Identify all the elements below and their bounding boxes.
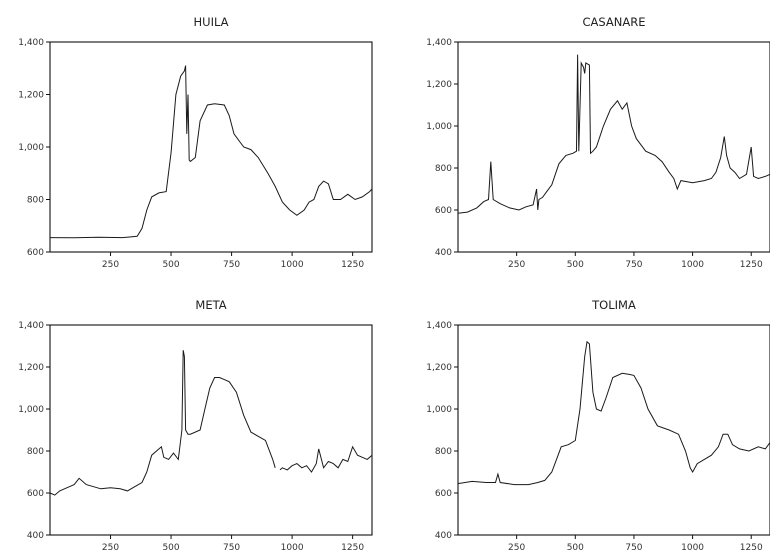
y-tick-label: 1,200 [426, 363, 452, 373]
y-tick-label: 1,400 [18, 38, 44, 48]
x-tick-label: 1000 [281, 543, 304, 553]
y-tick-label: 600 [435, 489, 452, 499]
y-tick-label: 800 [27, 447, 44, 457]
y-tick-label: 1,000 [18, 143, 44, 153]
y-tick-label: 400 [27, 531, 44, 541]
y-tick-label: 1,200 [426, 80, 452, 90]
y-tick-label: 1,400 [18, 321, 44, 331]
series-line-casanare [457, 54, 770, 214]
y-tick-label: 1,200 [18, 91, 44, 101]
y-tick-label: 1,400 [426, 38, 452, 48]
y-tick-label: 1,000 [18, 405, 44, 415]
x-tick-label: 500 [162, 260, 179, 270]
x-tick-label: 500 [162, 543, 179, 553]
x-tick-label: 1250 [341, 543, 364, 553]
x-tick-label: 500 [567, 260, 584, 270]
x-tick-label: 1000 [681, 260, 704, 270]
x-tick-label: 250 [508, 543, 525, 553]
x-tick-label: 250 [102, 543, 119, 553]
y-tick-label: 600 [27, 248, 44, 258]
y-tick-label: 1,000 [426, 122, 452, 132]
chart-panel-huila: HUILA 600 800 1,000 1,200 1,400 250 500 750 1000 1… [18, 15, 373, 270]
chart-panel-meta: META 400 600 800 1,000 1,200 1,400 250 500 750 100… [18, 298, 373, 553]
x-tick-label: 750 [625, 260, 642, 270]
chart-panel-casanare: CASANARE 400 600 800 1,000 1,200 1,400 250 500 75… [426, 15, 770, 270]
y-tick-label: 400 [435, 248, 452, 258]
chart-panel-tolima: TOLIMA 400 600 800 1,000 1,200 1,400 250 500 750 1… [426, 298, 770, 553]
y-tick-label: 400 [435, 531, 452, 541]
chart-title: TOLIMA [591, 298, 636, 312]
x-tick-label: 250 [508, 260, 525, 270]
x-tick-label: 1250 [740, 260, 763, 270]
y-tick-label: 800 [27, 196, 44, 206]
x-tick-label: 1250 [740, 543, 763, 553]
y-tick-label: 1,200 [18, 363, 44, 373]
plot-frame [457, 41, 770, 253]
plot-frame [49, 324, 373, 536]
x-tick-label: 250 [102, 260, 119, 270]
x-tick-label: 750 [625, 543, 642, 553]
y-tick-label: 1,400 [426, 321, 452, 331]
y-tick-label: 1,000 [426, 405, 452, 415]
plot-frame [457, 324, 770, 536]
series-line-meta [49, 350, 373, 496]
x-tick-label: 1250 [341, 260, 364, 270]
x-tick-label: 750 [223, 260, 240, 270]
y-tick-label: 800 [435, 447, 452, 457]
chart-title: META [195, 298, 226, 312]
series-line-huila [49, 65, 373, 239]
chart-title: HUILA [194, 15, 229, 29]
y-tick-label: 600 [435, 206, 452, 216]
y-tick-label: 600 [27, 489, 44, 499]
plot-frame [49, 41, 373, 253]
x-tick-label: 750 [223, 543, 240, 553]
x-tick-label: 1000 [281, 260, 304, 270]
chart-title: CASANARE [582, 15, 645, 29]
x-tick-label: 500 [567, 543, 584, 553]
series-line-tolima [457, 340, 770, 486]
x-tick-label: 1000 [681, 543, 704, 553]
y-tick-label: 800 [435, 164, 452, 174]
